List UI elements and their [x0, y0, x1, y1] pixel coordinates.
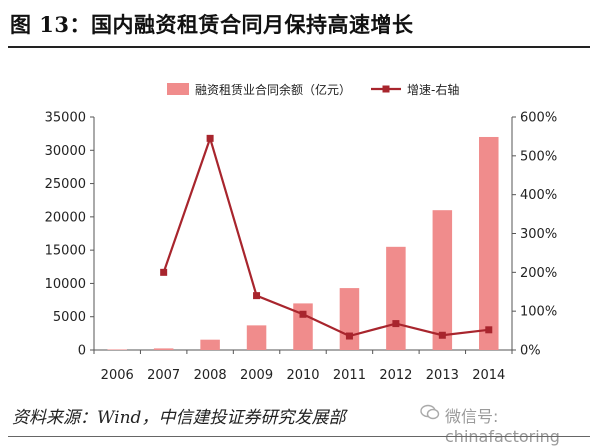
line-point: [253, 292, 261, 300]
bar: [432, 210, 453, 350]
bar: [293, 303, 313, 350]
line-series: [160, 134, 493, 340]
legend-bar-swatch: [167, 83, 189, 95]
x-tick-label: 2012: [379, 368, 412, 383]
y-left-tick-label: 10000: [45, 277, 86, 292]
bar-series: [107, 136, 499, 350]
bar: [479, 136, 499, 350]
legend-line-marker: [382, 85, 390, 93]
x-tick-label: 2010: [286, 368, 319, 383]
x-tick-label: 2008: [194, 368, 227, 383]
x-tick-label: 2007: [147, 368, 180, 383]
growth-line: [162, 134, 489, 338]
bar: [339, 288, 360, 350]
chart-legend: 融资租赁业合同余额（亿元） 增速-右轴: [167, 82, 459, 97]
line-point: [345, 332, 353, 340]
title-underline: [8, 46, 590, 48]
line-point: [206, 134, 214, 142]
source-note: 资料来源：Wind，中信建投证券研究发展部: [12, 408, 346, 428]
legend-line-label: 增速-右轴: [407, 82, 459, 97]
x-tick-label: 2011: [333, 368, 366, 383]
y-left-tick-label: 0: [78, 344, 86, 359]
y-right-tick-label: 500%: [520, 149, 557, 164]
bar: [200, 339, 220, 350]
x-tick-label: 2006: [101, 368, 134, 383]
line-point: [485, 326, 493, 334]
x-tick-label: 2009: [240, 368, 273, 383]
legend-bar-label: 融资租赁业合同余额（亿元）: [195, 82, 351, 97]
y-left-tick-label: 15000: [45, 244, 86, 259]
y-left-tick-label: 30000: [45, 144, 86, 159]
bar: [153, 348, 174, 350]
x-tick-label: 2014: [472, 368, 505, 383]
y-right-tick-label: 300%: [520, 227, 557, 242]
bar: [107, 349, 127, 350]
y-left-tick-label: 5000: [53, 310, 86, 325]
y-right-tick-label: 100%: [520, 305, 557, 320]
y-right-tick-label: 400%: [520, 188, 557, 203]
wechat-icon: [420, 404, 440, 420]
bar: [246, 325, 267, 350]
line-point: [160, 268, 168, 276]
line-point: [438, 331, 446, 339]
y-right-tick-label: 0%: [520, 344, 541, 359]
y-left-tick-label: 25000: [45, 177, 86, 192]
watermark-text: 微信号: chinafactoring: [445, 407, 560, 446]
y-left-tick-label: 35000: [45, 111, 86, 126]
figure-title: 图 13：国内融资租赁合同月保持高速增长: [10, 12, 414, 37]
bottom-rule: [8, 436, 590, 437]
line-point: [299, 310, 307, 318]
y-right-tick-label: 600%: [520, 111, 557, 126]
y-left-tick-label: 20000: [45, 210, 86, 225]
chart-axes: 0 5000 10000 15000 20000 25000 30000 35000 0% 100…: [45, 111, 558, 384]
y-right-tick-label: 200%: [520, 266, 557, 281]
bar: [386, 246, 406, 350]
x-tick-label: 2013: [426, 368, 459, 383]
line-point: [392, 320, 400, 328]
